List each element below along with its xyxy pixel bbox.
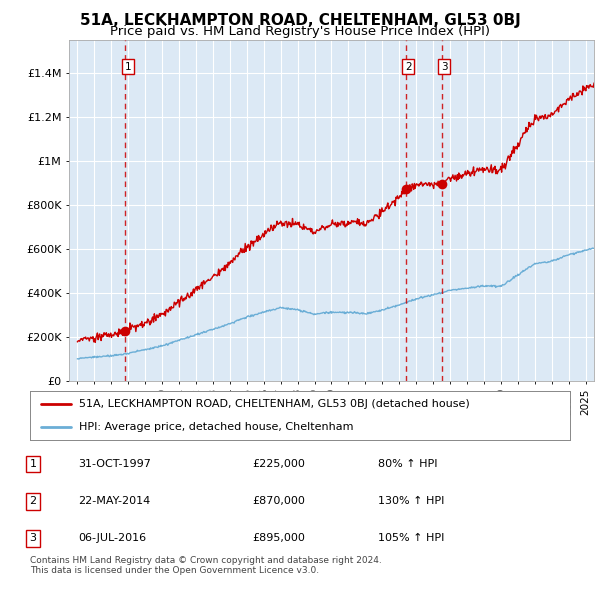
Text: 2: 2 bbox=[405, 62, 412, 72]
Text: 06-JUL-2016: 06-JUL-2016 bbox=[78, 533, 146, 543]
Text: 130% ↑ HPI: 130% ↑ HPI bbox=[378, 496, 445, 506]
Text: 1: 1 bbox=[125, 62, 131, 72]
Text: Price paid vs. HM Land Registry's House Price Index (HPI): Price paid vs. HM Land Registry's House … bbox=[110, 25, 490, 38]
Text: £870,000: £870,000 bbox=[252, 496, 305, 506]
Text: 105% ↑ HPI: 105% ↑ HPI bbox=[378, 533, 445, 543]
Text: HPI: Average price, detached house, Cheltenham: HPI: Average price, detached house, Chel… bbox=[79, 422, 353, 432]
Text: 80% ↑ HPI: 80% ↑ HPI bbox=[378, 459, 437, 469]
Text: £895,000: £895,000 bbox=[252, 533, 305, 543]
Text: 1: 1 bbox=[29, 459, 37, 469]
Text: £225,000: £225,000 bbox=[252, 459, 305, 469]
Text: 51A, LECKHAMPTON ROAD, CHELTENHAM, GL53 0BJ: 51A, LECKHAMPTON ROAD, CHELTENHAM, GL53 … bbox=[80, 13, 520, 28]
Text: 2: 2 bbox=[29, 496, 37, 506]
Text: 51A, LECKHAMPTON ROAD, CHELTENHAM, GL53 0BJ (detached house): 51A, LECKHAMPTON ROAD, CHELTENHAM, GL53 … bbox=[79, 399, 469, 409]
Text: 22-MAY-2014: 22-MAY-2014 bbox=[78, 496, 150, 506]
Text: 3: 3 bbox=[29, 533, 37, 543]
Text: Contains HM Land Registry data © Crown copyright and database right 2024.
This d: Contains HM Land Registry data © Crown c… bbox=[30, 556, 382, 575]
Text: 31-OCT-1997: 31-OCT-1997 bbox=[78, 459, 151, 469]
Text: 3: 3 bbox=[441, 62, 448, 72]
